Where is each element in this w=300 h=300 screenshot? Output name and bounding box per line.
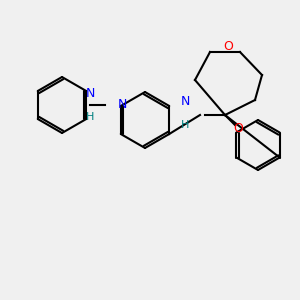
Text: O: O: [233, 122, 243, 134]
Text: H: H: [181, 120, 189, 130]
Text: H: H: [86, 112, 94, 122]
Text: N: N: [118, 98, 128, 110]
Text: N: N: [85, 87, 95, 100]
Text: O: O: [223, 40, 233, 53]
Text: N: N: [180, 95, 190, 108]
